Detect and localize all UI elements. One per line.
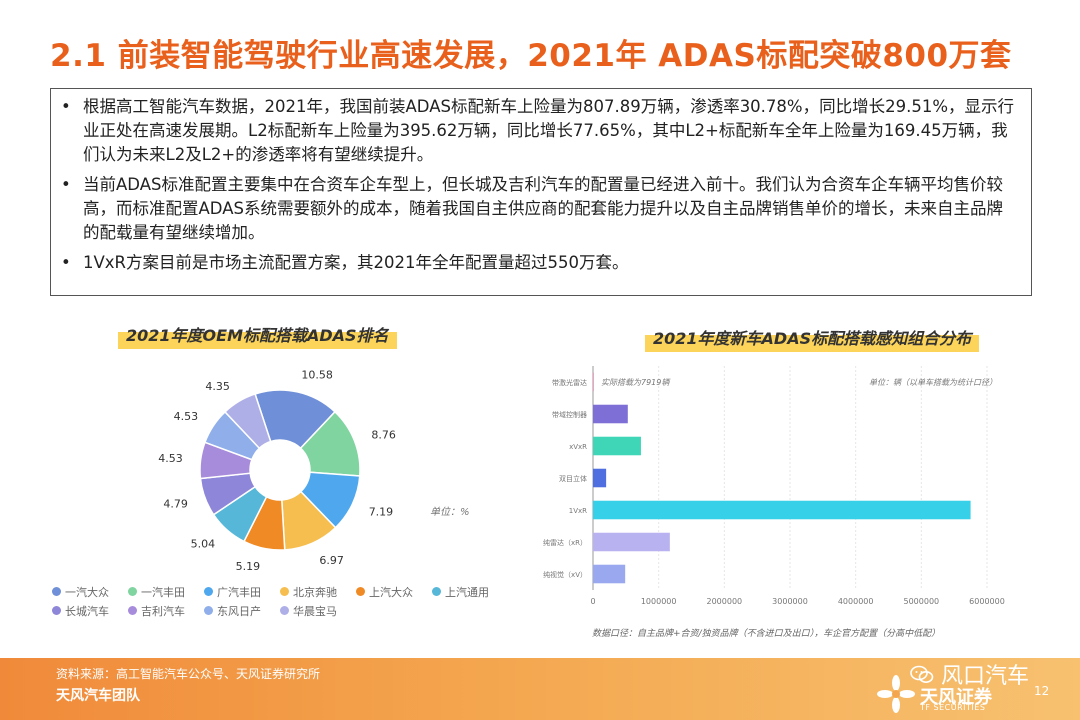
legend-item: 东风日产 — [204, 601, 280, 620]
bar — [593, 436, 641, 456]
bar — [593, 564, 626, 584]
source-note: 资料来源：高工智能汽车公众号、天风证券研究所 — [56, 667, 321, 681]
x-tick-label: 3000000 — [772, 597, 808, 606]
legend-swatch — [128, 606, 137, 615]
legend-label: 东风日产 — [217, 604, 261, 618]
footer-band — [0, 658, 1080, 720]
bar — [593, 372, 594, 392]
legend-label: 华晨宝马 — [293, 604, 337, 618]
bar-chart-title: 2021年度新车ADAS标配搭载感知组合分布 — [645, 326, 980, 352]
legend-label: 上汽通用 — [445, 585, 489, 599]
bar — [593, 468, 607, 488]
team-name: 天风汽车团队 — [56, 688, 140, 704]
pie-data-label: 4.79 — [163, 498, 188, 511]
bar-category-label: 双目立体 — [559, 474, 587, 483]
legend-swatch — [356, 587, 365, 596]
page-number: 12 — [1034, 684, 1050, 698]
brand-name: 天风证券 — [920, 687, 992, 708]
pie-data-label: 5.19 — [236, 560, 261, 573]
pie-data-label: 10.58 — [301, 368, 333, 381]
brand-name-en: TF SECURITIES — [920, 703, 986, 712]
legend-item: 一汽大众 — [52, 582, 128, 601]
legend-swatch — [128, 587, 137, 596]
legend-swatch — [52, 606, 61, 615]
x-tick-label: 1000000 — [641, 597, 677, 606]
flower-logo-icon — [877, 675, 915, 713]
bullet-box: 根据高工智能汽车数据，2021年，我国前装ADAS标配新车上险量为807.89万… — [50, 88, 1032, 296]
pie-data-label: 7.19 — [369, 506, 394, 519]
bar-category-label: xVxR — [569, 443, 587, 451]
legend-swatch — [432, 587, 441, 596]
legend-swatch — [280, 587, 289, 596]
x-tick-label: 4000000 — [838, 597, 874, 606]
bar-footnote: 数据口径：自主品牌+合资/独资品牌（不含进口及出口），车企官方配置（分高中低配） — [592, 629, 941, 639]
legend-item: 吉利汽车 — [128, 601, 204, 620]
legend-item: 广汽丰田 — [204, 582, 280, 601]
bullet-item: 根据高工智能汽车数据，2021年，我国前装ADAS标配新车上险量为807.89万… — [61, 95, 1015, 167]
x-tick-label: 5000000 — [904, 597, 940, 606]
legend-item: 长城汽车 — [52, 601, 128, 620]
legend-item: 一汽丰田 — [128, 582, 204, 601]
legend-label: 长城汽车 — [65, 604, 109, 618]
bullet-item: 当前ADAS标准配置主要集中在合资车企车型上，但长城及吉利汽车的配置量已经进入前… — [61, 173, 1015, 245]
bar-category-label: 纯雷达（xR） — [543, 538, 587, 547]
legend-item: 上汽通用 — [432, 582, 508, 601]
bar — [593, 532, 670, 552]
pie-data-label: 4.53 — [158, 452, 183, 465]
pie-chart: 10.58 8.76 7.19 6.97 5.19 5.04 4.79 4.53 4.53 4.3… — [158, 368, 396, 573]
pie-slice — [223, 393, 272, 450]
legend-item: 北京奔驰 — [280, 582, 356, 601]
legend-item: 华晨宝马 — [280, 601, 356, 620]
wechat-name: 风口汽车 — [941, 664, 1030, 689]
legend-swatch — [204, 606, 213, 615]
bar — [593, 500, 971, 520]
legend-label: 吉利汽车 — [141, 604, 185, 618]
bar-annotation: 实际搭载为7919辆 — [601, 378, 671, 387]
bar — [593, 404, 628, 424]
x-tick-label: 2000000 — [707, 597, 743, 606]
legend-swatch — [280, 606, 289, 615]
pie-data-label: 5.04 — [191, 538, 216, 551]
legend-label: 广汽丰田 — [217, 585, 261, 599]
legend-label: 一汽大众 — [65, 585, 109, 599]
legend-label: 北京奔驰 — [293, 585, 337, 599]
legend-swatch — [204, 587, 213, 596]
bar-category-label: 1VxR — [569, 507, 587, 515]
wechat-icon — [910, 665, 934, 683]
bar-category-label: 纯视觉（xV） — [543, 570, 587, 579]
bar-category-label: 带激光雷达 — [552, 378, 587, 387]
bar-chart: 0 1000000 2000000 3000000 4000000 5000000 6000… — [543, 366, 1005, 606]
pie-unit-label: 单位：% — [430, 507, 470, 518]
pie-data-label: 6.97 — [319, 554, 344, 567]
bar-category-label: 带域控制器 — [552, 410, 587, 419]
x-tick-label: 6000000 — [969, 597, 1005, 606]
pie-legend: 一汽大众 一汽丰田 广汽丰田 北京奔驰 上汽大众 上汽通用长城汽车 吉利汽车 东风日产 华晨宝马 — [52, 582, 512, 620]
pie-chart-title: 2021年度OEM标配搭载ADAS排名 — [118, 323, 397, 349]
legend-label: 一汽丰田 — [141, 585, 185, 599]
legend-item: 上汽大众 — [356, 582, 432, 601]
x-tick-label: 0 — [590, 597, 595, 606]
pie-data-label: 8.76 — [371, 429, 396, 442]
wechat-account: 风口汽车 — [910, 658, 1029, 690]
legend-label: 上汽大众 — [369, 585, 413, 599]
slide-title: 2.1 前装智能驾驶行业高速发展，2021年 ADAS标配突破800万套 — [50, 38, 1012, 74]
bar-unit-label: 单位：辆（以单车搭载为统计口径） — [869, 378, 997, 387]
pie-data-label: 4.35 — [205, 380, 230, 393]
legend-swatch — [52, 587, 61, 596]
bullet-item: 1VxR方案目前是市场主流配置方案，其2021年全年配置量超过550万套。 — [61, 251, 1015, 275]
pie-data-label: 4.53 — [174, 410, 199, 423]
